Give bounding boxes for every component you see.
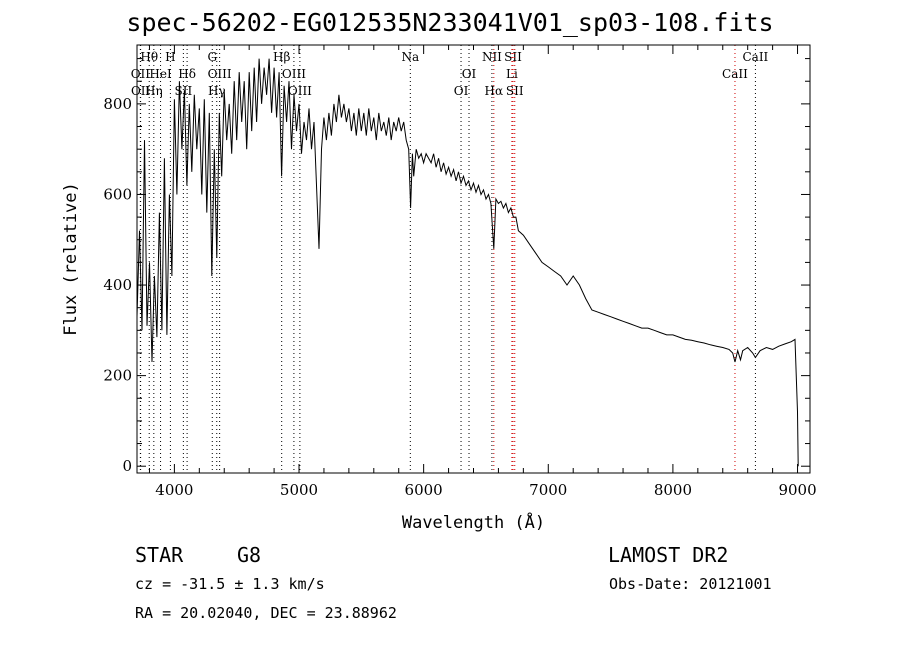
x-tick-label: 9000 bbox=[778, 481, 816, 499]
line-label: Na bbox=[401, 50, 419, 64]
line-label: OIII bbox=[208, 67, 232, 81]
y-tick-label: 400 bbox=[103, 276, 132, 294]
redshift-text: cz = -31.5 ± 1.3 km/s bbox=[135, 575, 325, 593]
line-label: Hθ bbox=[140, 50, 158, 64]
line-label: Hβ bbox=[273, 50, 290, 64]
spectrum-line bbox=[136, 58, 799, 467]
line-label: SII bbox=[504, 50, 522, 64]
line-label: SII bbox=[175, 84, 193, 98]
y-tick-label: 800 bbox=[103, 95, 132, 113]
line-label: SII bbox=[506, 84, 524, 98]
line-label: NII bbox=[482, 50, 502, 64]
line-label: OI bbox=[454, 84, 469, 98]
coordinates-text: RA = 20.02040, DEC = 23.88962 bbox=[135, 604, 397, 622]
line-label: CaII bbox=[722, 67, 748, 81]
line-label: G bbox=[207, 50, 217, 64]
line-label: Hγ bbox=[208, 84, 226, 98]
y-axis-label: Flux (relative) bbox=[61, 182, 81, 336]
line-label: HeI bbox=[149, 67, 172, 81]
x-tick-label: 5000 bbox=[280, 481, 318, 499]
y-tick-label: 200 bbox=[103, 367, 132, 385]
line-label: OI bbox=[462, 67, 477, 81]
y-tick-label: 0 bbox=[122, 457, 132, 475]
chart-title: spec-56202-EG012535N233041V01_sp03-108.f… bbox=[126, 8, 774, 37]
x-axis-label: Wavelength (Å) bbox=[402, 511, 545, 533]
y-tick-label: 600 bbox=[103, 185, 132, 203]
obs-date-text: Obs-Date: 20121001 bbox=[609, 575, 772, 593]
x-tick-label: 7000 bbox=[529, 481, 567, 499]
x-tick-label: 4000 bbox=[155, 481, 193, 499]
x-tick-label: 6000 bbox=[405, 481, 443, 499]
line-label: CaII bbox=[742, 50, 768, 64]
line-label: H bbox=[165, 50, 175, 64]
line-label: Hη bbox=[145, 84, 163, 98]
line-label: OIII bbox=[288, 84, 312, 98]
line-label: Hα bbox=[485, 84, 504, 98]
line-label: OII bbox=[131, 84, 151, 98]
x-tick-label: 8000 bbox=[654, 481, 692, 499]
object-type: STAR bbox=[135, 543, 184, 567]
line-label: Li bbox=[506, 67, 518, 81]
object-subclass: G8 bbox=[237, 543, 262, 567]
line-label: OIII bbox=[282, 67, 306, 81]
line-label: Hδ bbox=[178, 67, 196, 81]
survey-label: LAMOST DR2 bbox=[608, 543, 729, 567]
